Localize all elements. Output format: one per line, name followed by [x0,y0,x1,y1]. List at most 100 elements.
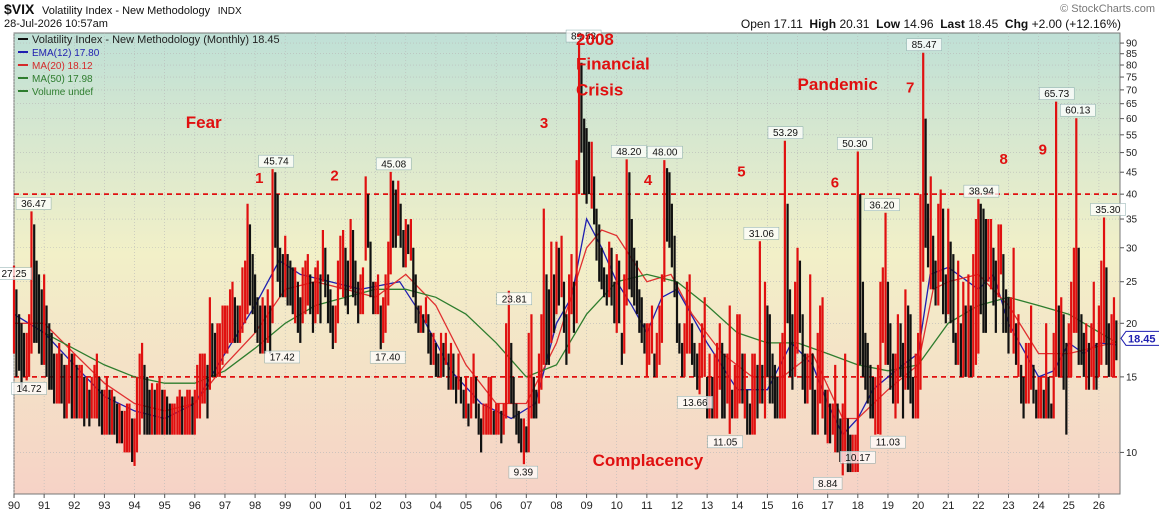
annotation: 2008 [576,30,614,49]
x-tick-label: 03 [400,500,412,512]
value-label-box [0,267,32,280]
x-tick-label: 19 [882,500,894,512]
x-tick-label: 16 [791,500,803,512]
value-label-box [707,435,743,449]
annotation: 5 [737,163,745,180]
value-label-box [840,451,876,464]
value-label: 31.06 [749,229,774,240]
value-label-box [258,154,294,168]
x-tick-label: 93 [98,500,110,512]
last-value: 18.45 [968,17,999,31]
value-label: 35.30 [1095,205,1120,216]
value-label: 17.42 [270,353,295,364]
value-label-box [264,350,300,364]
y-tick-label: 20 [1126,319,1138,330]
value-label-box [1090,203,1126,216]
value-label-box [496,292,533,306]
annotation: 4 [644,172,653,189]
last-label: Last [940,17,965,31]
y-tick-label: 80 [1126,61,1138,72]
x-tick-label: 25 [1063,500,1075,512]
y-tick-label: 15 [1126,372,1138,383]
value-label-box [1060,103,1096,117]
x-tick-label: 22 [972,500,984,512]
x-tick-label: 96 [189,500,201,512]
annotation: Financial [576,55,650,74]
series-line [43,273,1118,384]
annotation: 1 [255,170,263,187]
value-label-box [508,465,538,479]
value-label: 65.73 [1044,89,1069,100]
chart-header: $VIX Volatility Index - New Methodology … [4,1,242,17]
y-tick-label: 45 [1126,168,1138,179]
x-tick-label: 11 [641,500,652,512]
x-tick-label: 95 [159,500,171,512]
value-label-box [369,350,406,364]
legend-item: MA(50) 17.98 [32,74,93,85]
high-label: High [809,17,837,31]
annotation: Complacency [593,451,704,470]
value-label: 36.47 [21,199,46,210]
x-tick-label: 04 [430,500,442,512]
x-tick-label: 98 [249,500,261,512]
x-tick-label: 01 [339,500,351,512]
x-tick-label: 07 [520,500,532,512]
value-label-box [647,145,683,159]
x-tick-label: 91 [38,500,50,512]
value-label: 45.74 [264,157,289,168]
x-tick-label: 17 [822,500,834,512]
x-tick-label: 26 [1093,500,1105,512]
y-tick-label: 35 [1126,215,1138,226]
value-label: 48.00 [652,148,677,159]
annotation: 7 [906,80,914,97]
y-tick-label: 70 [1126,85,1138,96]
open-value: 17.11 [773,17,803,31]
chg-value: +2.00 (+12.16%) [1031,17,1121,31]
value-label-box [611,145,647,158]
value-label: 11.05 [713,437,738,448]
y-tick-label: 25 [1126,277,1138,288]
value-label: 50.30 [842,139,867,150]
value-label: 11.03 [876,438,901,449]
chg-label: Chg [1004,17,1029,31]
x-tick-label: 97 [219,500,231,512]
value-label-box [963,184,1000,198]
ohlc-readout: Open 17.11 High 20.31 Low 14.96 Last 18.… [741,17,1121,31]
symbol: $VIX [4,1,35,17]
legend-item: EMA(12) 17.80 [32,48,100,59]
annotation: 8 [999,151,1007,168]
value-label-box [1038,87,1075,100]
value-label-box [813,477,843,490]
value-label-box [565,29,602,43]
value-label: 10.17 [845,453,870,464]
value-label: 53.29 [773,128,798,139]
value-label-box [864,198,900,212]
value-label: 38.94 [969,187,994,198]
low-label: Low [876,17,901,31]
value-label-box [375,157,412,171]
value-label-box [837,137,873,150]
y-tick-label: 90 [1126,39,1138,50]
value-label: 14.72 [17,384,42,395]
value-label: 45.08 [381,159,406,170]
annotation: 6 [831,174,839,191]
x-tick-label: 05 [460,500,472,512]
x-tick-label: 14 [731,500,743,512]
value-label: 48.20 [616,147,641,158]
y-tick-label: 30 [1126,243,1138,254]
value-label-box [767,126,804,139]
y-tick-label: 10 [1126,448,1138,459]
x-tick-label: 10 [611,500,623,512]
annotation: 2 [330,168,338,185]
value-label: 89.53 [571,32,596,43]
value-label-box [677,396,713,409]
last-value-marker [1120,330,1159,346]
value-label: 17.40 [375,353,400,364]
value-label: 9.39 [514,468,534,479]
credit: © StockCharts.com [1060,3,1155,15]
low-value: 14.96 [903,17,934,31]
x-tick-label: 12 [671,500,683,512]
y-tick-label: 60 [1126,114,1138,125]
value-label: 23.81 [502,294,527,305]
